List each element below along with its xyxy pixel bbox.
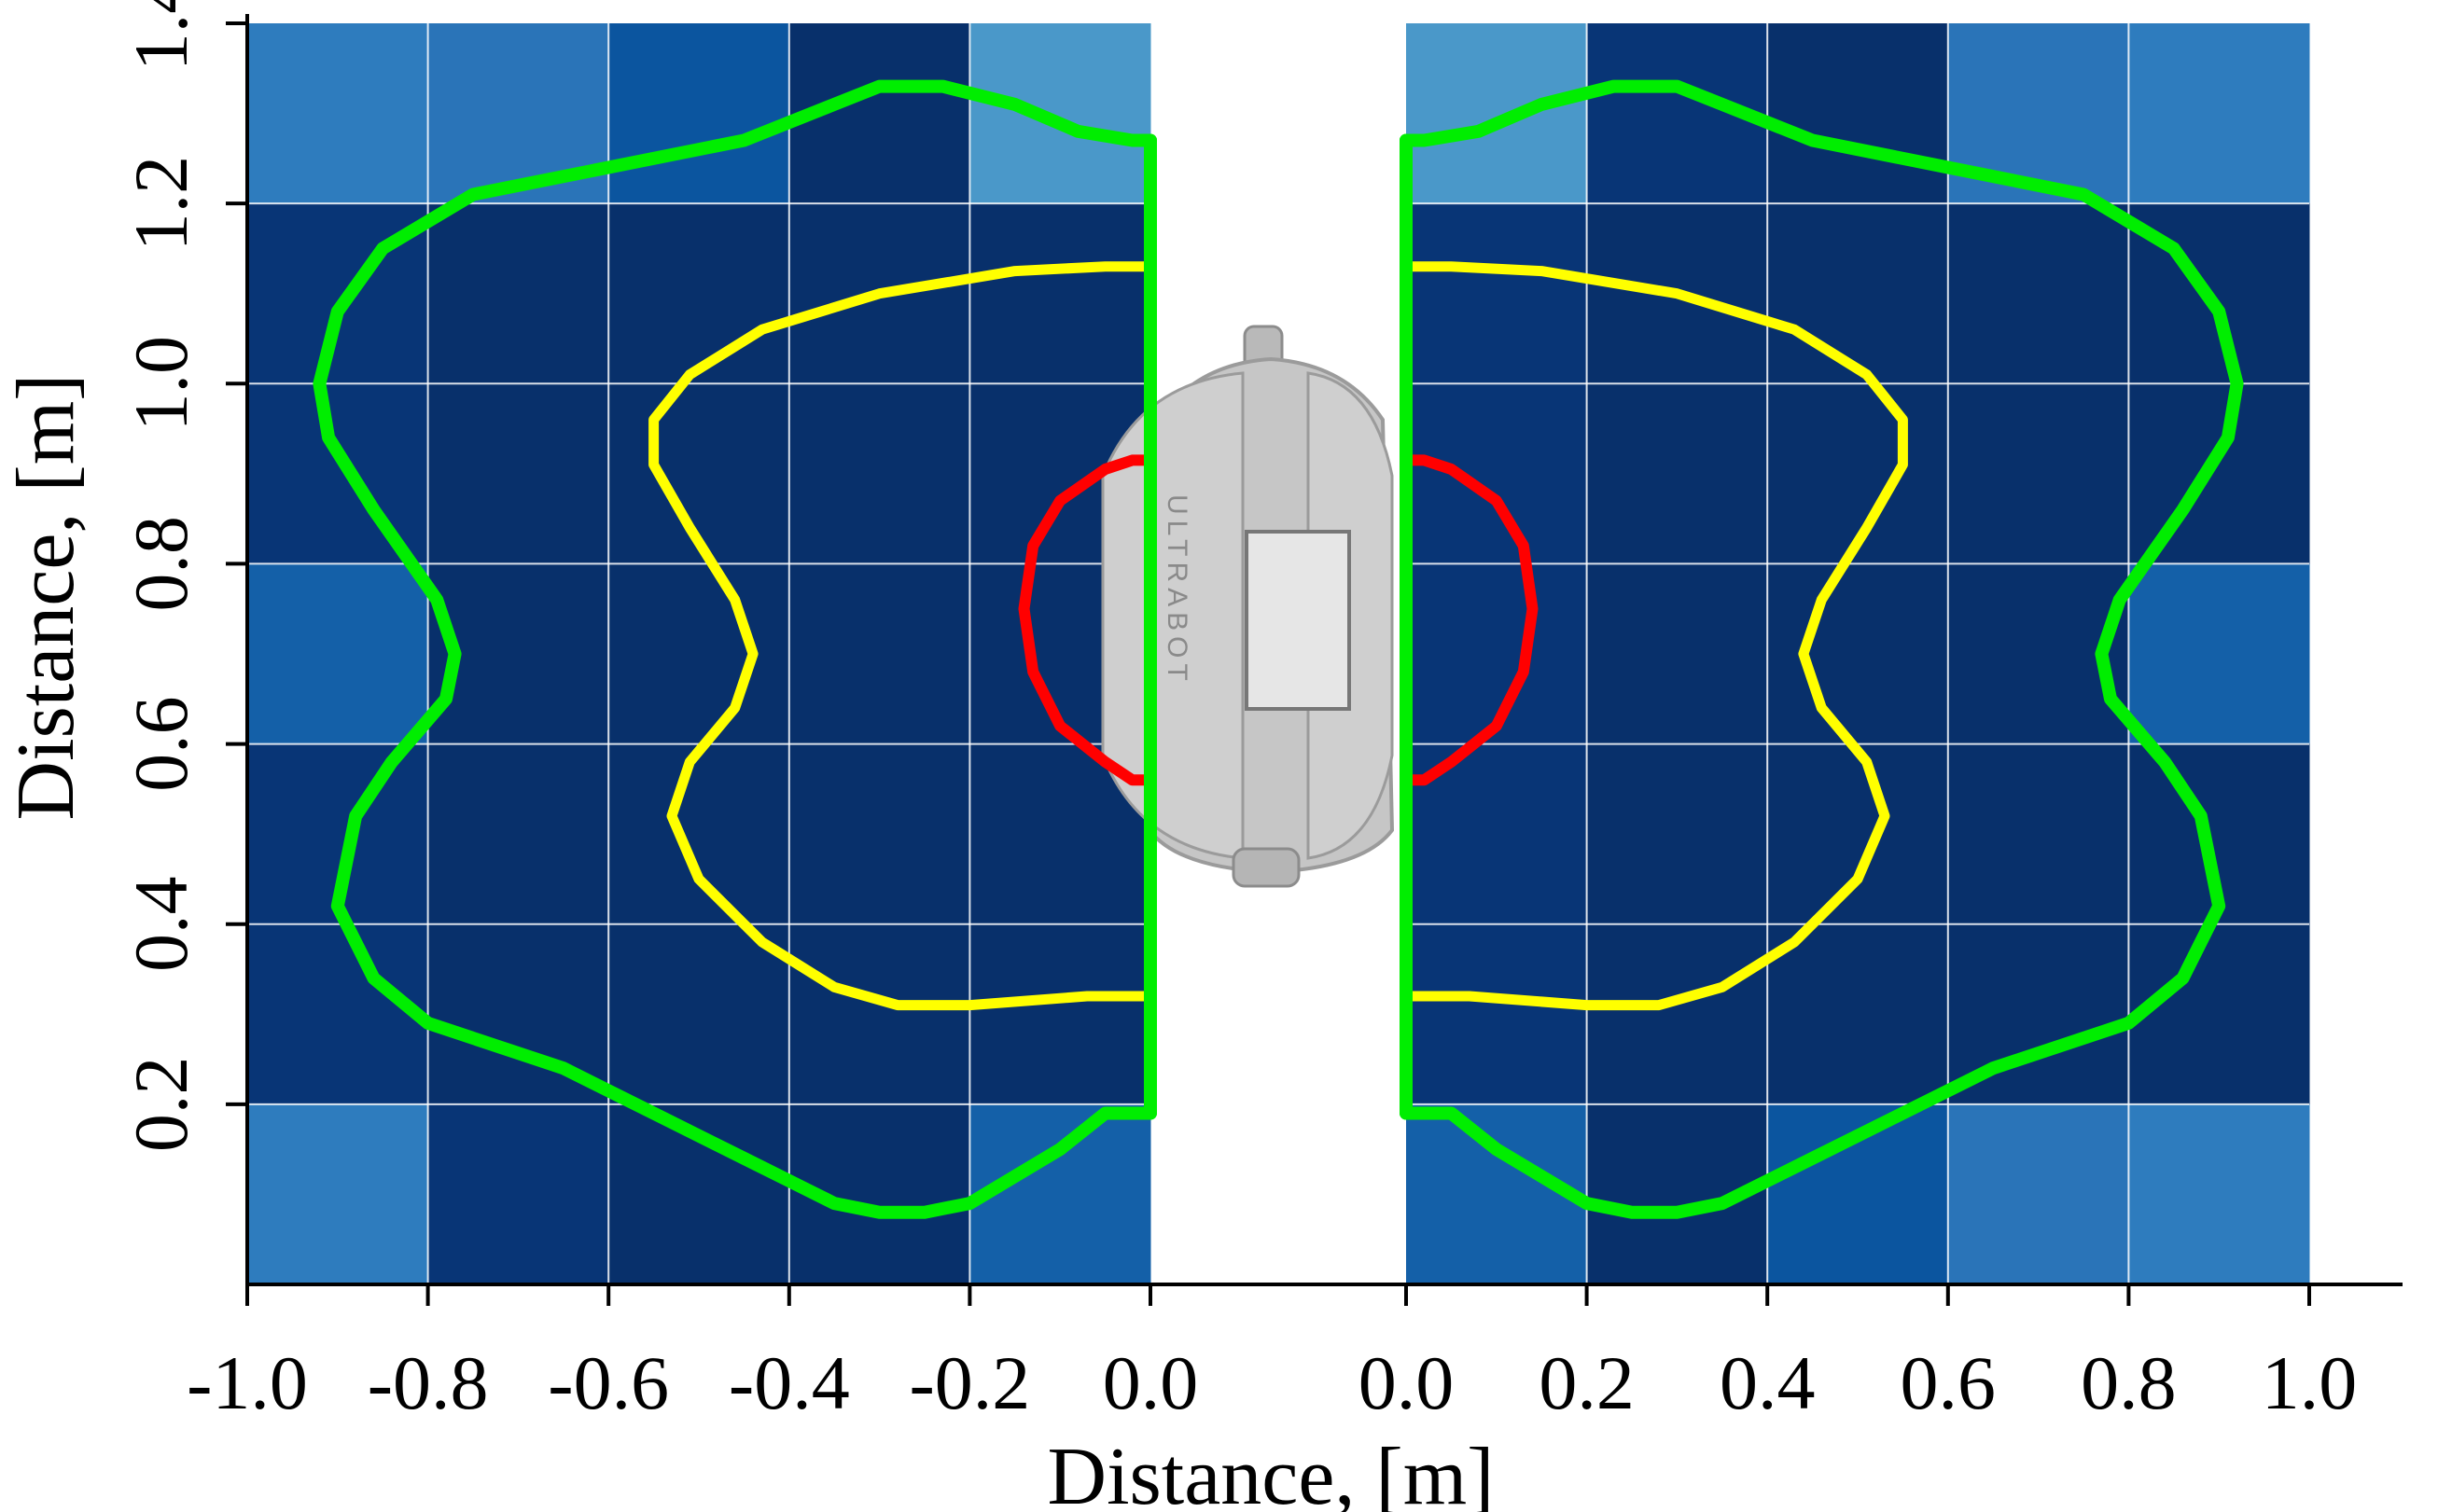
left-cell-r3-c2 — [608, 563, 790, 745]
y-tick-label-5: 1.2 — [118, 156, 203, 252]
right-cell-r3-c2 — [1767, 563, 1949, 745]
right-cell-r0-c2 — [1767, 23, 1949, 204]
left-cell-r2-c0 — [247, 383, 429, 564]
left-x-tick-label-2: -0.6 — [548, 1340, 669, 1425]
right-x-tick-label-0: 0.0 — [1358, 1340, 1455, 1425]
robot-screen — [1245, 530, 1351, 711]
right-cell-r2-c0 — [1406, 383, 1588, 564]
left-cell-r2-c1 — [427, 383, 609, 564]
left-yellow-contour — [648, 261, 1156, 1011]
left-x-tick-label-1: -0.8 — [368, 1340, 489, 1425]
right-yellow-contour — [1400, 261, 1908, 1011]
right-x-tick-label-5: 1.0 — [2262, 1340, 2358, 1425]
right-cell-r4-c3 — [1947, 743, 2129, 925]
right-cell-r1-c3 — [1947, 203, 2129, 384]
y-tick-label-0: 0.2 — [118, 1057, 203, 1153]
right-cell-r5-c2 — [1767, 923, 1949, 1105]
left-cell-r3-c0 — [247, 563, 429, 745]
left-cell-r5-c0 — [247, 923, 429, 1105]
right-cell-r2-c3 — [1947, 383, 2129, 564]
y-tick-label-4: 1.0 — [118, 336, 203, 432]
y-tick-label-3: 0.8 — [118, 516, 203, 612]
left-cell-r4-c1 — [427, 743, 609, 925]
right-cell-r3-c1 — [1586, 563, 1768, 745]
right-cell-r6-c4 — [2128, 1103, 2310, 1285]
right-cell-r0-c0 — [1406, 23, 1588, 204]
axes — [245, 14, 2403, 1286]
contour-lines — [313, 79, 2244, 1219]
left-x-tick-label-0: -1.0 — [187, 1340, 308, 1425]
right-x-tick-label-2: 0.4 — [1720, 1340, 1816, 1425]
left-cell-r0-c4 — [969, 23, 1151, 204]
right-cell-r6-c3 — [1947, 1103, 2129, 1285]
left-cell-r5-c4 — [969, 923, 1151, 1105]
right-x-tick-label-1: 0.2 — [1539, 1340, 1635, 1425]
right-x-tick-label-3: 0.6 — [1901, 1340, 1997, 1425]
right-cell-r2-c1 — [1586, 383, 1768, 564]
left-cell-r6-c0 — [247, 1103, 429, 1285]
left-cell-r6-c1 — [427, 1103, 609, 1285]
right-x-tick-label-4: 0.8 — [2081, 1340, 2177, 1425]
right-cell-r6-c0 — [1406, 1103, 1588, 1285]
right-cell-r0-c4 — [2128, 23, 2310, 204]
left-x-tick-label-3: -0.4 — [729, 1340, 850, 1425]
left-cell-r4-c2 — [608, 743, 790, 925]
left-cell-r5-c3 — [788, 923, 970, 1105]
left-cell-r4-c3 — [788, 743, 970, 925]
right-cell-r5-c0 — [1406, 923, 1588, 1105]
right-green-contour — [1400, 79, 2244, 1219]
right-cell-r1-c2 — [1767, 203, 1949, 384]
y-tick-label-6: 1.4 — [118, 0, 203, 71]
robot-illustration: ULTRABOT — [1101, 325, 1395, 888]
left-green-contour — [313, 79, 1157, 1219]
robot-bottom-knob — [1232, 847, 1301, 888]
left-x-tick-label-4: -0.2 — [909, 1340, 1030, 1425]
left-cell-r1-c4 — [969, 203, 1151, 384]
robot-label: ULTRABOT — [1162, 494, 1192, 687]
left-cell-r5-c2 — [608, 923, 790, 1105]
right-cell-r1-c0 — [1406, 203, 1588, 384]
x-axis-title: Distance, [m] — [1048, 1432, 1495, 1512]
right-red-contour — [1400, 454, 1539, 786]
y-tick-label-1: 0.4 — [118, 876, 203, 971]
right-cell-r5-c4 — [2128, 923, 2310, 1105]
left-x-tick-label-5: 0.0 — [1103, 1340, 1199, 1425]
right-panel-cells — [1406, 23, 2310, 1285]
right-cell-r3-c4 — [2128, 563, 2310, 745]
y-tick-label-2: 0.6 — [118, 696, 203, 792]
left-cell-r2-c3 — [788, 383, 970, 564]
y-axis-title: Distance, [m] — [1, 374, 91, 821]
left-red-contour — [1018, 454, 1156, 786]
right-cell-r4-c1 — [1586, 743, 1768, 925]
y-ticks: 0.2 0.4 0.6 0.8 1.0 1.2 1.4 — [118, 0, 247, 1152]
left-cell-r3-c3 — [788, 563, 970, 745]
left-cell-r0-c2 — [608, 23, 790, 204]
left-cell-r1-c2 — [608, 203, 790, 384]
right-cell-r4-c2 — [1767, 743, 1949, 925]
left-cell-r1-c1 — [427, 203, 609, 384]
left-cell-r0-c0 — [247, 23, 429, 204]
x-ticks: -1.0 -0.8 -0.6 -0.4 -0.2 0.0 0.0 0.2 0.4 0.6 0.8 1.… — [187, 1284, 2357, 1425]
left-cell-r6-c4 — [969, 1103, 1151, 1285]
right-cell-r5-c1 — [1586, 923, 1768, 1105]
left-panel-cells — [247, 23, 1151, 1285]
grid-lines — [247, 23, 2309, 1284]
